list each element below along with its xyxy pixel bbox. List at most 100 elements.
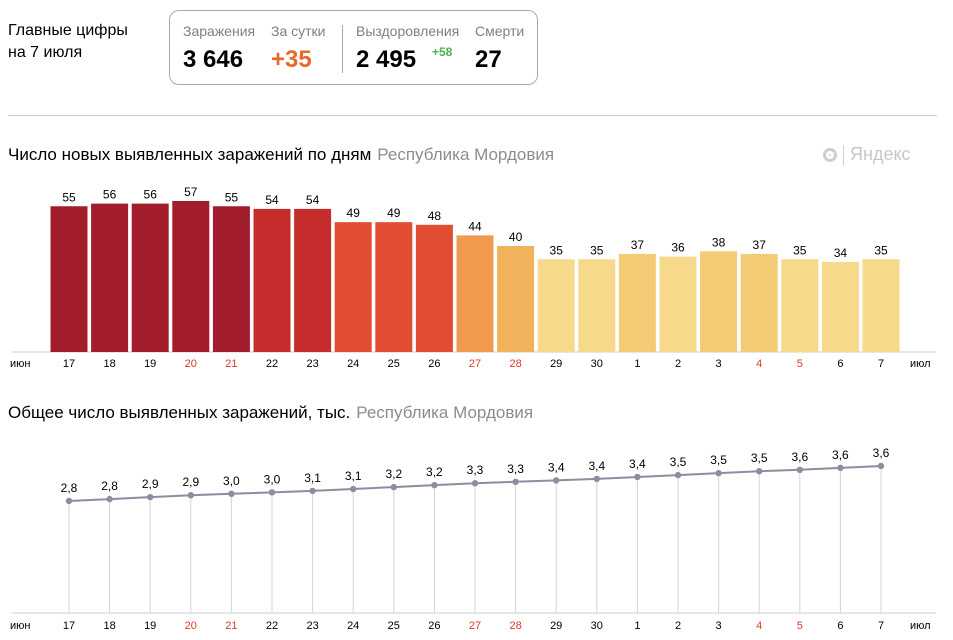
- line-point: [715, 469, 722, 477]
- total-chart-title: Общее число выявленных заражений, тыс. Ре…: [8, 403, 533, 423]
- yandex-logo[interactable]: Яндекс: [823, 144, 911, 165]
- line-x-tick-label: 29: [550, 620, 562, 632]
- bar-x-tick-label: 26: [428, 358, 440, 370]
- line-point: [796, 466, 803, 473]
- line-x-tick-label: 5: [797, 620, 803, 632]
- stat-deaths-value: 27: [475, 46, 502, 73]
- daily-chart-region: Республика Мордовия: [377, 145, 555, 164]
- line-point: [309, 487, 316, 495]
- line-point: [350, 485, 357, 493]
- bar: [415, 224, 453, 352]
- line-point: [634, 473, 641, 481]
- line-x-tick-label: 18: [103, 620, 115, 632]
- bar-month-start-label: июн: [10, 358, 30, 370]
- bar: [212, 206, 250, 352]
- stat-daily-label: За сутки: [271, 23, 326, 39]
- bar-value-label: 48: [428, 209, 442, 223]
- line-value-label: 3,3: [507, 462, 524, 476]
- line-point: [106, 495, 113, 503]
- line-x-tick-label: 19: [144, 620, 156, 632]
- main-figures-title-line1: Главные цифры: [8, 22, 128, 39]
- line-point: [553, 477, 560, 484]
- bar-month-end-label: июл: [910, 358, 931, 370]
- bar-value-label: 35: [874, 243, 888, 257]
- line-value-label: 3,3: [467, 463, 484, 477]
- bar: [659, 256, 697, 352]
- bar: [781, 259, 819, 352]
- stats-panel: Заражения 3 646 За сутки +35 Выздоровлен…: [169, 10, 538, 85]
- bar: [91, 203, 129, 352]
- daily-chart-title: Число новых выявленных заражений по дням…: [8, 145, 554, 165]
- bar-value-label: 55: [62, 190, 76, 204]
- stat-infections-label: Заражения: [183, 23, 256, 39]
- line-value-label: 3,2: [385, 467, 402, 481]
- bar-x-tick-label: 23: [306, 358, 318, 370]
- line-x-tick-label: 7: [878, 620, 884, 632]
- line-value-label: 3,6: [832, 448, 849, 462]
- bar-x-tick-label: 25: [388, 358, 400, 370]
- line-point: [147, 493, 154, 501]
- bar: [131, 203, 169, 352]
- bar-x-tick-label: 4: [756, 358, 762, 370]
- stat-recovered-label: Выздоровления: [356, 23, 460, 39]
- line-point: [512, 478, 519, 485]
- bar-value-label: 35: [550, 243, 564, 257]
- bar-x-tick-label: 7: [878, 358, 884, 370]
- line-x-tick-label: 26: [428, 620, 440, 632]
- bar-x-tick-label: 19: [144, 358, 156, 370]
- bar: [700, 251, 738, 352]
- stat-infections-value: 3 646: [183, 46, 244, 73]
- line-point: [837, 464, 844, 472]
- bar-x-tick-label: 17: [63, 358, 75, 370]
- line-point: [187, 492, 194, 499]
- line-x-tick-label: 20: [185, 620, 197, 632]
- line-value-label: 3,5: [670, 455, 687, 469]
- bar-x-tick-label: 30: [591, 358, 603, 370]
- line-month-end-label: июл: [910, 620, 931, 632]
- line-x-tick-label: 25: [388, 620, 400, 632]
- line-point: [593, 475, 600, 483]
- line-value-label: 3,4: [548, 460, 565, 474]
- line-point: [674, 471, 682, 479]
- bar-value-label: 57: [184, 185, 198, 199]
- bar-value-label: 56: [103, 188, 117, 202]
- stats-divider: [342, 25, 343, 73]
- total-chart-title-text: Общее число выявленных заражений, тыс.: [8, 403, 351, 422]
- line-x-tick-label: 3: [716, 620, 722, 632]
- bar: [537, 259, 575, 352]
- line-x-tick-label: 21: [225, 620, 237, 632]
- line-value-label: 3,0: [223, 474, 240, 488]
- bar-x-tick-label: 18: [103, 358, 115, 370]
- line-x-tick-label: 22: [266, 620, 278, 632]
- bar: [253, 208, 291, 352]
- bar: [740, 253, 778, 352]
- line-value-label: 3,6: [791, 450, 808, 464]
- bar-x-tick-label: 24: [347, 358, 359, 370]
- bar-value-label: 55: [225, 190, 239, 204]
- line-x-tick-label: 24: [347, 620, 359, 632]
- daily-chart-title-text: Число новых выявленных заражений по дням: [8, 145, 372, 164]
- bar-x-tick-label: 20: [185, 358, 197, 370]
- line-value-label: 3,4: [629, 457, 646, 471]
- bar-value-label: 40: [509, 230, 523, 244]
- bar: [172, 200, 210, 352]
- line-x-tick-label: 27: [469, 620, 481, 632]
- bar-value-label: 35: [590, 243, 604, 257]
- bar: [456, 235, 494, 352]
- main-figures-date: на 7 июля: [8, 44, 83, 61]
- bar-value-label: 37: [753, 238, 767, 252]
- line-point: [268, 489, 276, 496]
- line-x-tick-label: 30: [591, 620, 603, 632]
- line-point: [877, 462, 885, 470]
- stat-recovered-value: 2 495: [356, 46, 417, 73]
- bar: [294, 208, 332, 352]
- line-value-label: 2,8: [101, 479, 118, 493]
- bar-x-tick-label: 22: [266, 358, 278, 370]
- line-x-tick-label: 28: [509, 620, 521, 632]
- line-x-tick-label: 23: [306, 620, 318, 632]
- line-x-tick-label: 6: [837, 620, 843, 632]
- line-point: [431, 481, 438, 489]
- line-value-label: 3,0: [264, 472, 281, 486]
- bar-value-label: 44: [468, 219, 482, 233]
- line-point: [471, 480, 479, 487]
